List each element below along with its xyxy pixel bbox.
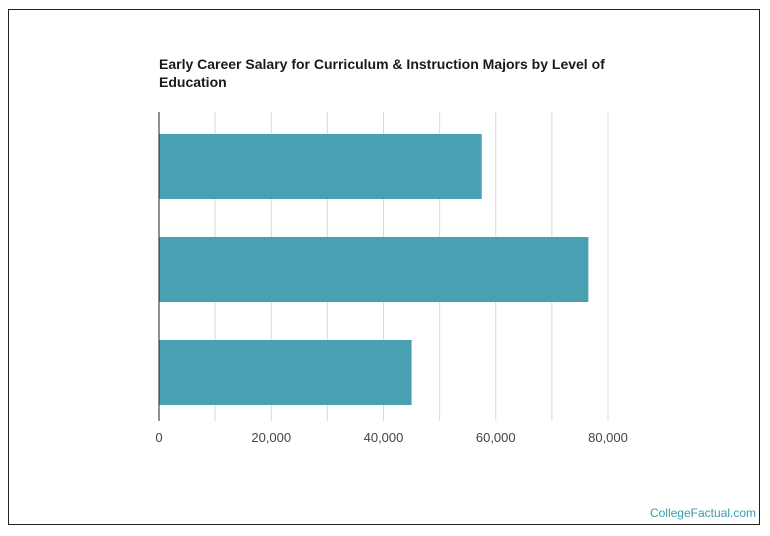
x-tick-label: 60,000 (476, 430, 516, 445)
x-tick-label: 0 (155, 430, 162, 445)
x-axis-ticks: 0 20,000 40,000 60,000 80,000 (155, 430, 628, 445)
bar-3 (159, 340, 412, 405)
source-watermark: CollegeFactual.com (649, 506, 756, 520)
bars (159, 134, 589, 405)
x-tick-label: 20,000 (251, 430, 291, 445)
x-tick-label: 40,000 (364, 430, 404, 445)
chart-title: Early Career Salary for Curriculum & Ins… (159, 56, 605, 90)
bar-2 (159, 237, 589, 302)
x-tick-label: 80,000 (588, 430, 628, 445)
bar-1 (159, 134, 482, 199)
